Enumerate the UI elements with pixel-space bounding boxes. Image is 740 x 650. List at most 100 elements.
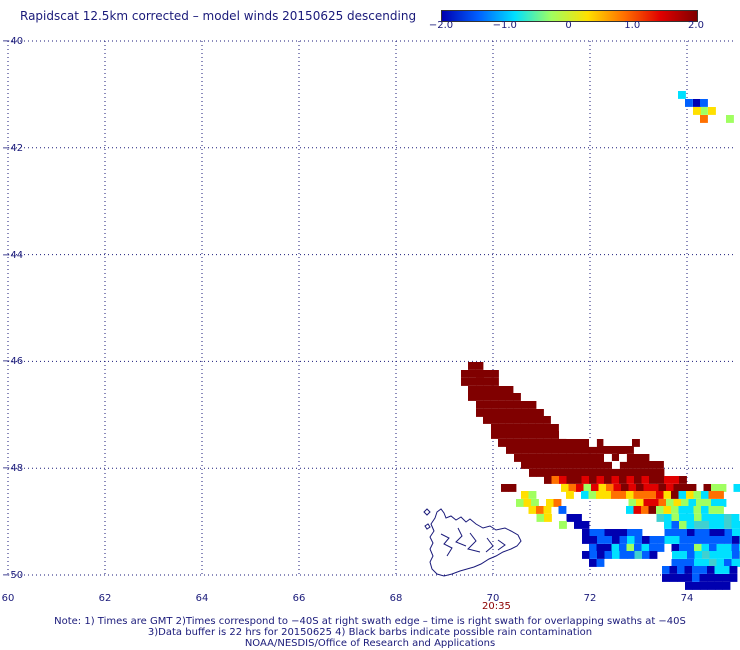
wind-cell bbox=[581, 454, 590, 462]
wind-cell bbox=[589, 469, 597, 477]
wind-cell bbox=[621, 484, 629, 492]
wind-cell bbox=[707, 582, 716, 590]
wind-cell bbox=[506, 431, 514, 439]
wind-cell bbox=[722, 566, 730, 574]
wind-cell bbox=[677, 566, 685, 574]
wind-cell bbox=[498, 409, 507, 417]
wind-cell bbox=[626, 454, 635, 462]
wind-cell bbox=[681, 499, 689, 507]
wind-cell bbox=[588, 491, 597, 499]
wind-cell bbox=[498, 439, 506, 447]
wind-cell bbox=[528, 424, 537, 432]
wind-cell bbox=[709, 521, 717, 529]
wind-cell bbox=[708, 107, 716, 115]
wind-cell bbox=[671, 506, 679, 514]
wind-cell bbox=[498, 424, 507, 432]
wind-cell bbox=[535, 416, 544, 424]
wind-cell bbox=[641, 469, 650, 477]
wind-cell bbox=[671, 514, 680, 522]
wind-cell bbox=[619, 469, 627, 477]
wind-cell bbox=[707, 574, 715, 582]
wind-cell bbox=[505, 439, 514, 447]
wind-cell bbox=[669, 574, 678, 582]
wind-cell bbox=[604, 476, 612, 484]
wind-cell bbox=[536, 454, 545, 462]
wind-cell bbox=[687, 529, 695, 537]
wind-cell bbox=[673, 484, 682, 492]
latitude-label: −44 bbox=[2, 249, 24, 261]
wind-cell bbox=[724, 544, 732, 552]
wind-cell bbox=[619, 454, 627, 462]
wind-cell bbox=[664, 529, 673, 537]
wind-cell bbox=[596, 454, 605, 462]
wind-cell bbox=[559, 431, 567, 439]
wind-cell bbox=[558, 506, 567, 514]
wind-cell bbox=[626, 446, 634, 454]
wind-cell bbox=[694, 544, 702, 552]
islet bbox=[423, 508, 431, 516]
wind-cell bbox=[658, 499, 667, 507]
colorbar-tick-label: 2.0 bbox=[688, 20, 704, 31]
wind-cell bbox=[649, 469, 657, 477]
wind-cell bbox=[656, 491, 664, 499]
wind-cell bbox=[663, 506, 672, 514]
wind-cell bbox=[535, 439, 544, 447]
wind-cell bbox=[491, 370, 499, 378]
wind-cell bbox=[664, 521, 672, 529]
wind-cell bbox=[574, 454, 582, 462]
wind-cell bbox=[513, 416, 521, 424]
wind-cell bbox=[574, 476, 582, 484]
wind-cell bbox=[656, 514, 665, 522]
wind-cell bbox=[476, 378, 484, 386]
wind-cell bbox=[550, 439, 559, 447]
wind-cell bbox=[468, 370, 477, 378]
wind-cell bbox=[613, 484, 622, 492]
wind-cell bbox=[634, 551, 643, 559]
wind-cell bbox=[536, 446, 544, 454]
wind-cell bbox=[536, 469, 545, 477]
wind-cell bbox=[633, 506, 642, 514]
wind-cell bbox=[491, 401, 499, 409]
wind-cell bbox=[528, 461, 537, 469]
wind-cell bbox=[692, 574, 700, 582]
wind-cell bbox=[679, 476, 687, 484]
wind-cell bbox=[553, 499, 562, 507]
wind-cell bbox=[663, 491, 672, 499]
wind-cell bbox=[694, 536, 703, 544]
wind-cell bbox=[642, 536, 650, 544]
longitude-label: 66 bbox=[292, 593, 306, 604]
wind-cell bbox=[513, 409, 522, 417]
wind-cell bbox=[491, 424, 499, 432]
wind-cell bbox=[641, 461, 649, 469]
wind-cell bbox=[641, 506, 649, 514]
wind-cell bbox=[546, 499, 554, 507]
wind-cell bbox=[596, 469, 605, 477]
wind-cell bbox=[576, 484, 584, 492]
wind-cell bbox=[551, 469, 560, 477]
wind-cell bbox=[656, 544, 665, 552]
wind-cell bbox=[573, 461, 582, 469]
wind-cell bbox=[678, 491, 687, 499]
wind-cell bbox=[551, 461, 559, 469]
wind-cell bbox=[574, 521, 582, 529]
wind-cell bbox=[491, 409, 499, 417]
wind-cell bbox=[559, 521, 567, 529]
wind-cell bbox=[589, 544, 597, 552]
wind-cell bbox=[604, 536, 613, 544]
wind-cell bbox=[709, 514, 717, 522]
wind-cell bbox=[558, 446, 567, 454]
wind-cell bbox=[686, 514, 695, 522]
latitude-label: −42 bbox=[2, 142, 24, 154]
wind-cell bbox=[619, 536, 628, 544]
wind-cell bbox=[641, 454, 650, 462]
wind-cell bbox=[729, 574, 738, 582]
wind-cell bbox=[716, 506, 724, 514]
wind-cell bbox=[580, 439, 589, 447]
wind-cell bbox=[684, 566, 693, 574]
wind-cell bbox=[693, 491, 702, 499]
wind-cell bbox=[724, 521, 732, 529]
wind-cell bbox=[588, 446, 597, 454]
wind-cell bbox=[664, 514, 672, 522]
wind-cell bbox=[634, 469, 642, 477]
wind-cell bbox=[521, 401, 529, 409]
